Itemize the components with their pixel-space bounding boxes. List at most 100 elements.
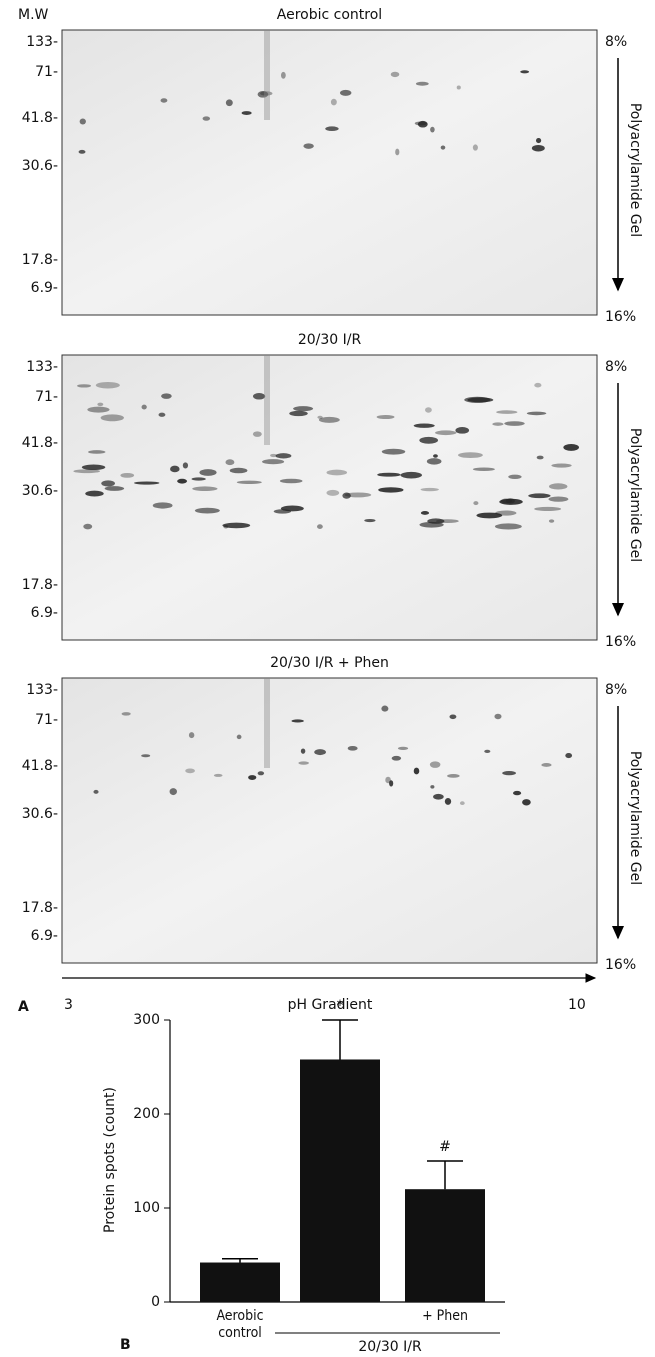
mw-label: 6.9-	[31, 605, 58, 621]
gel-spot	[494, 523, 522, 530]
mw-label: 30.6-	[22, 806, 58, 822]
gel-bottom-label: 16%	[605, 634, 636, 650]
gel-spot	[381, 705, 389, 712]
gel-spot	[400, 471, 422, 479]
gel-spot	[169, 788, 177, 796]
gel-spot	[520, 70, 530, 74]
gel-spot	[275, 453, 292, 459]
gel-spot	[548, 496, 569, 502]
gel-spot	[79, 118, 86, 125]
mw-label: 17.8-	[22, 577, 58, 593]
gel-title: Aerobic control	[277, 7, 382, 23]
gel-spot	[279, 478, 303, 484]
gel-spot	[376, 415, 395, 420]
gel-spot	[257, 771, 265, 776]
gel-spot	[85, 490, 104, 497]
gel-spot	[342, 492, 351, 499]
gel-spot	[223, 525, 229, 529]
gel-spot	[77, 384, 92, 388]
gel-spot	[88, 450, 106, 454]
gel-spot	[83, 523, 93, 530]
gel-spot	[101, 480, 115, 487]
mw-label: 30.6-	[22, 483, 58, 499]
gel-spot	[262, 459, 285, 465]
gel-spot	[158, 412, 166, 417]
gel-spot	[440, 145, 446, 150]
gel-spot	[152, 502, 173, 509]
gel-spot	[456, 85, 461, 90]
gel-spot	[270, 453, 278, 458]
gel-spot	[377, 472, 401, 477]
mw-label: 6.9-	[31, 928, 58, 944]
gel-spot	[120, 472, 135, 478]
gel-spot	[389, 780, 394, 787]
mw-label: 71-	[35, 712, 58, 728]
gel-top-label: 8%	[605, 682, 627, 698]
gel-spot	[326, 489, 340, 496]
mw-label: 133-	[26, 34, 58, 50]
mw-label: 17.8-	[22, 900, 58, 916]
gel-spot	[280, 505, 304, 512]
bar	[200, 1262, 280, 1302]
y-tick-label: 0	[151, 1294, 160, 1310]
gel-spot	[447, 774, 460, 778]
gel-image	[61, 354, 598, 641]
gel-spot	[326, 469, 348, 476]
gel-spot	[291, 719, 304, 723]
y-axis-label: Protein spots (count)	[102, 1087, 118, 1233]
gel-spot	[280, 71, 286, 79]
gel-spot	[141, 404, 147, 410]
gel-spot	[455, 427, 470, 434]
gel-spot	[252, 393, 266, 400]
gel-title: 20/30 I/R	[298, 332, 362, 348]
gel-spot	[494, 713, 502, 720]
gel-spot	[522, 799, 531, 806]
panel-label: B	[120, 1337, 131, 1353]
gel-spot	[199, 469, 217, 476]
gel-spot	[257, 90, 269, 98]
gel-spot	[526, 411, 547, 416]
gel-spot	[449, 714, 457, 720]
mw-label: 30.6-	[22, 158, 58, 174]
y-tick-label: 200	[133, 1106, 160, 1122]
gel-spot	[213, 773, 223, 777]
gel-spot	[429, 761, 441, 768]
gel-spot	[513, 790, 522, 796]
gel-spot	[565, 753, 573, 759]
gel-spot	[300, 748, 306, 754]
gel-axis-label: Polyacrylamide Gel	[627, 428, 643, 562]
gel-spot	[236, 734, 242, 740]
y-tick-label: 100	[133, 1200, 160, 1216]
group-label: 20/30 I/R	[358, 1339, 422, 1355]
gel-spot	[413, 423, 435, 428]
x-tick-label: Aerobic control	[216, 1308, 264, 1341]
gel-spot	[185, 768, 195, 774]
ph-start: 3	[64, 997, 73, 1013]
mw-label: 41.8-	[22, 110, 58, 126]
gel-spot	[161, 393, 172, 399]
gel-spot	[293, 406, 314, 412]
gel-spot	[160, 98, 168, 103]
gel-spot	[317, 415, 323, 419]
gel-bottom-label: 16%	[605, 957, 636, 973]
gel-spot	[188, 732, 195, 739]
mw-label: 17.8-	[22, 252, 58, 268]
gel-spot	[476, 512, 503, 519]
gel-spot	[536, 455, 544, 460]
error-bar	[427, 1160, 463, 1190]
gel-spot	[534, 506, 562, 511]
gel-spot	[194, 507, 220, 514]
error-bar	[222, 1258, 258, 1263]
gel-spot	[81, 464, 106, 471]
gel-spot	[317, 524, 323, 529]
gel-spot	[505, 498, 515, 504]
gel-image	[61, 677, 598, 964]
gel-spot	[93, 789, 99, 794]
gel-spot	[420, 487, 439, 492]
gel-spot	[541, 763, 552, 767]
gel-spot	[426, 458, 442, 465]
gel-spot	[95, 381, 120, 389]
gel-spot	[472, 144, 478, 151]
gel-spot	[252, 431, 262, 437]
